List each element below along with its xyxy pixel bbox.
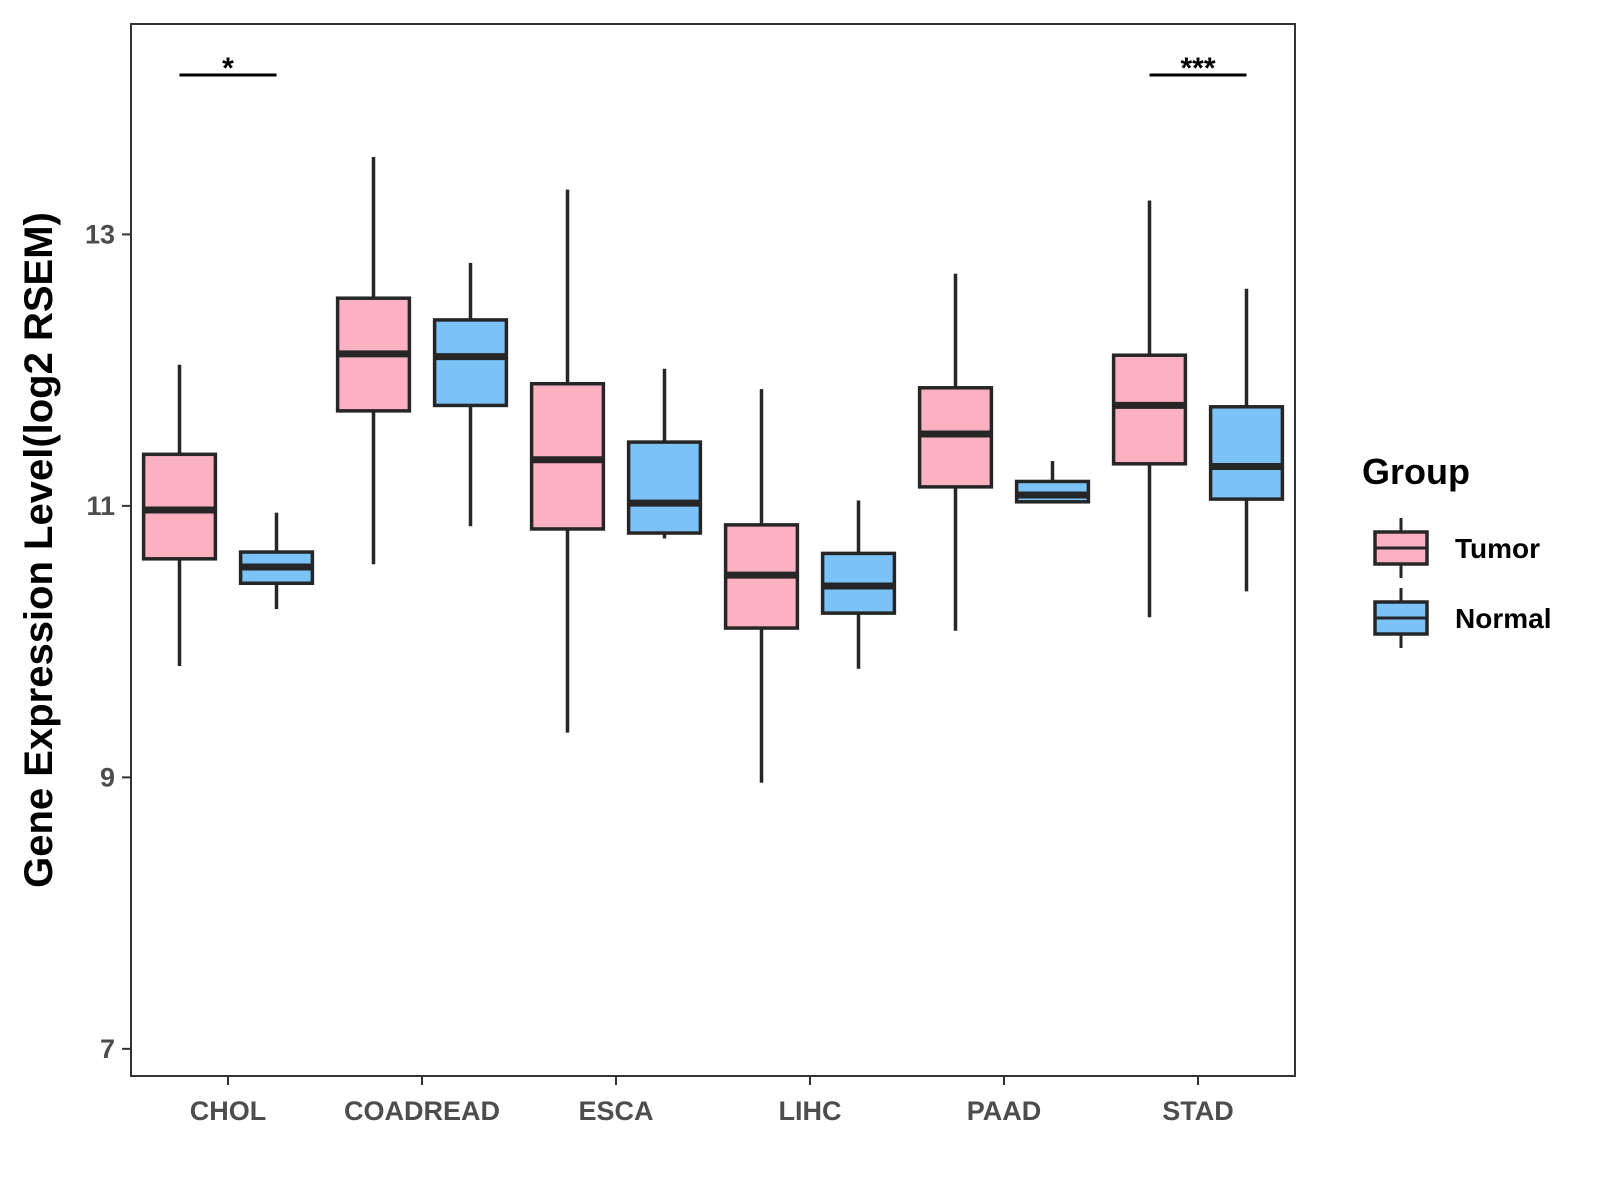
significance-label: *** xyxy=(1180,52,1215,85)
legend-title: Group xyxy=(1362,451,1470,492)
box-body xyxy=(626,440,703,535)
y-axis: 7 9 11 13 xyxy=(85,219,131,1064)
box-tumor-paad xyxy=(917,273,994,631)
y-tick-label: 13 xyxy=(85,219,115,249)
box-normal-stad xyxy=(1208,288,1285,592)
box-tumor-esca xyxy=(529,189,606,733)
box-normal-chol xyxy=(238,512,315,610)
legend-label: Tumor xyxy=(1455,533,1540,564)
x-tick-label: PAAD xyxy=(967,1096,1042,1126)
y-tick-label: 7 xyxy=(100,1034,115,1064)
y-axis-title: Gene Expression Level(log2 RSEM) xyxy=(17,212,61,888)
y-tick-label: 9 xyxy=(100,762,115,792)
box-series xyxy=(141,157,1285,783)
box-normal-paad xyxy=(1014,461,1091,504)
box-body xyxy=(432,318,509,408)
legend-label: Normal xyxy=(1455,603,1551,634)
legend-item-normal: Normal xyxy=(1373,588,1551,648)
significance-label: * xyxy=(222,52,234,85)
x-axis: CHOL COADREAD ESCA LIHC PAAD STAD xyxy=(190,1076,1234,1126)
box-tumor-chol xyxy=(141,364,218,667)
x-tick-label: STAD xyxy=(1162,1096,1234,1126)
significance-annotations: * *** xyxy=(179,52,1247,85)
box-tumor-lihc xyxy=(723,389,800,783)
plot-panel-border xyxy=(130,23,1296,1077)
box-tumor-coadread xyxy=(335,157,412,565)
box-normal-esca xyxy=(626,368,703,539)
legend: Group Tumor Normal xyxy=(1362,451,1551,648)
box-normal-lihc xyxy=(820,500,897,669)
box-normal-coadread xyxy=(432,262,509,527)
y-tick-label: 11 xyxy=(86,491,115,521)
box-body xyxy=(1208,405,1285,501)
x-tick-label: LIHC xyxy=(779,1096,842,1126)
x-tick-label: COADREAD xyxy=(344,1096,500,1126)
legend-item-tumor: Tumor xyxy=(1373,518,1540,578)
box-body xyxy=(1111,353,1188,466)
box-tumor-stad xyxy=(1111,200,1188,618)
x-tick-label: CHOL xyxy=(190,1096,267,1126)
x-tick-label: ESCA xyxy=(578,1096,653,1126)
